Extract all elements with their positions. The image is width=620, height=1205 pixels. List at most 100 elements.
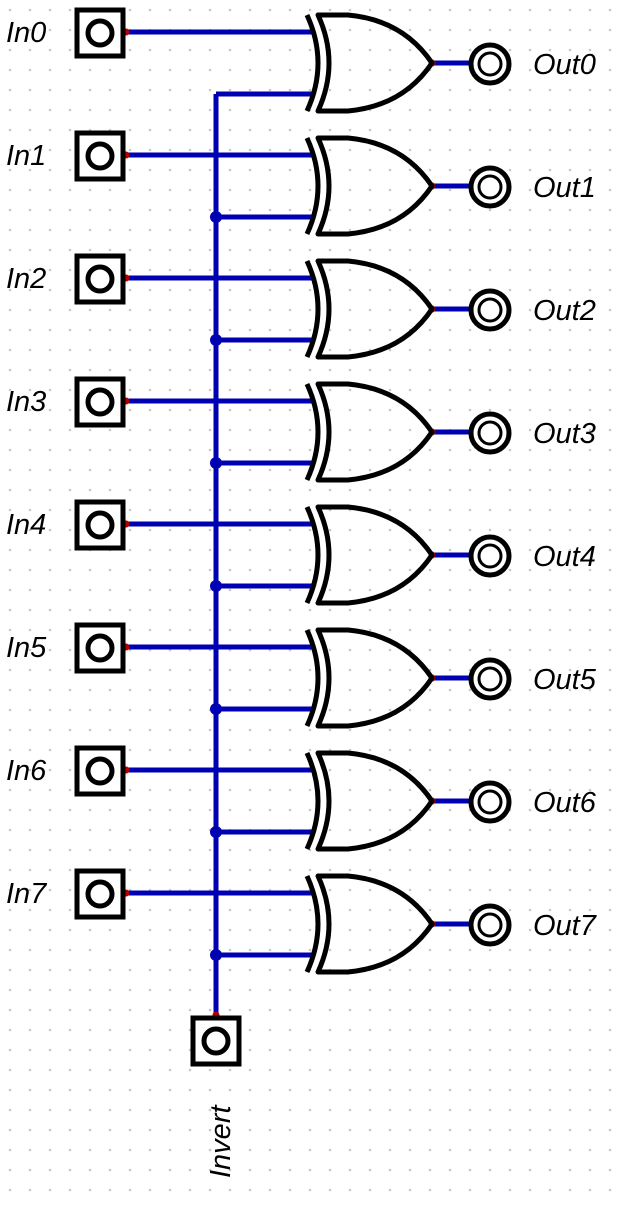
grid-dot	[208, 788, 212, 792]
grid-dot	[428, 948, 432, 952]
grid-dot	[248, 1168, 252, 1172]
grid-dot	[48, 1068, 52, 1072]
grid-dot	[328, 1188, 332, 1192]
grid-dot	[548, 308, 552, 312]
grid-dot	[488, 208, 492, 212]
grid-dot	[608, 888, 612, 892]
grid-dot	[348, 1148, 352, 1152]
grid-dot	[348, 688, 352, 692]
grid-dot	[568, 188, 572, 192]
grid-dot	[188, 868, 192, 872]
grid-dot	[268, 588, 272, 592]
grid-dot	[248, 108, 252, 112]
grid-dot	[8, 508, 12, 512]
grid-dot	[588, 628, 592, 632]
grid-dot	[388, 108, 392, 112]
grid-dot	[188, 468, 192, 472]
grid-dot	[388, 928, 392, 932]
grid-dot	[508, 528, 512, 532]
grid-dot	[408, 1048, 412, 1052]
grid-dot	[128, 148, 132, 152]
input-pin[interactable]	[74, 622, 126, 674]
grid-dot	[288, 1068, 292, 1072]
grid-dot	[268, 908, 272, 912]
input-pin[interactable]	[74, 868, 126, 920]
grid-dot	[468, 908, 472, 912]
grid-dot	[408, 808, 412, 812]
grid-dot	[388, 228, 392, 232]
grid-dot	[128, 348, 132, 352]
grid-dot	[208, 128, 212, 132]
grid-dot	[548, 708, 552, 712]
grid-dot	[348, 48, 352, 52]
grid-dot	[208, 68, 212, 72]
grid-dot	[328, 768, 332, 772]
grid-dot	[528, 268, 532, 272]
input-pin[interactable]	[74, 130, 126, 182]
grid-dot	[228, 148, 232, 152]
grid-dot	[448, 548, 452, 552]
grid-dot	[68, 348, 72, 352]
input-pin[interactable]	[74, 7, 126, 59]
grid-dot	[468, 168, 472, 172]
grid-dot	[108, 708, 112, 712]
grid-dot	[588, 648, 592, 652]
grid-dot	[268, 348, 272, 352]
grid-dot	[28, 548, 32, 552]
grid-dot	[68, 28, 72, 32]
grid-dot	[68, 1048, 72, 1052]
grid-dot	[408, 148, 412, 152]
grid-dot	[168, 1188, 172, 1192]
grid-dot	[128, 608, 132, 612]
grid-dot	[528, 1148, 532, 1152]
input-pin[interactable]	[74, 376, 126, 428]
grid-dot	[348, 1128, 352, 1132]
grid-dot	[568, 1168, 572, 1172]
grid-dot	[288, 848, 292, 852]
grid-dot	[468, 1088, 472, 1092]
grid-dot	[568, 368, 572, 372]
input-pin[interactable]	[74, 253, 126, 305]
grid-dot	[388, 828, 392, 832]
grid-dot	[488, 128, 492, 132]
grid-dot	[528, 288, 532, 292]
grid-dot	[548, 968, 552, 972]
grid-dot	[368, 68, 372, 72]
grid-dot	[408, 848, 412, 852]
grid-dot	[68, 1148, 72, 1152]
grid-dot	[408, 688, 412, 692]
grid-dot	[188, 8, 192, 12]
grid-dot	[548, 668, 552, 672]
grid-dot	[128, 968, 132, 972]
grid-dot	[28, 648, 32, 652]
grid-dot	[588, 128, 592, 132]
grid-dot	[588, 268, 592, 272]
grid-dot	[128, 908, 132, 912]
grid-dot	[388, 348, 392, 352]
grid-dot	[568, 1108, 572, 1112]
grid-dot	[348, 828, 352, 832]
grid-dot	[568, 1068, 572, 1072]
input-pin[interactable]	[74, 745, 126, 797]
grid-dot	[8, 888, 12, 892]
invert-pin[interactable]	[190, 1015, 242, 1067]
grid-dot	[148, 1068, 152, 1072]
input-pin[interactable]	[74, 499, 126, 551]
grid-dot	[148, 868, 152, 872]
grid-dot	[128, 1028, 132, 1032]
grid-dot	[548, 868, 552, 872]
grid-dot	[148, 1048, 152, 1052]
grid-dot	[308, 288, 312, 292]
grid-dot	[428, 508, 432, 512]
wire-junction	[210, 457, 222, 469]
grid-dot	[408, 568, 412, 572]
grid-dot	[448, 228, 452, 232]
grid-dot	[208, 568, 212, 572]
grid-dot	[48, 1188, 52, 1192]
grid-dot	[168, 748, 172, 752]
grid-dot	[148, 1148, 152, 1152]
grid-dot	[608, 28, 612, 32]
grid-dot	[308, 928, 312, 932]
grid-dot	[188, 1148, 192, 1152]
xor-gate	[304, 381, 435, 483]
